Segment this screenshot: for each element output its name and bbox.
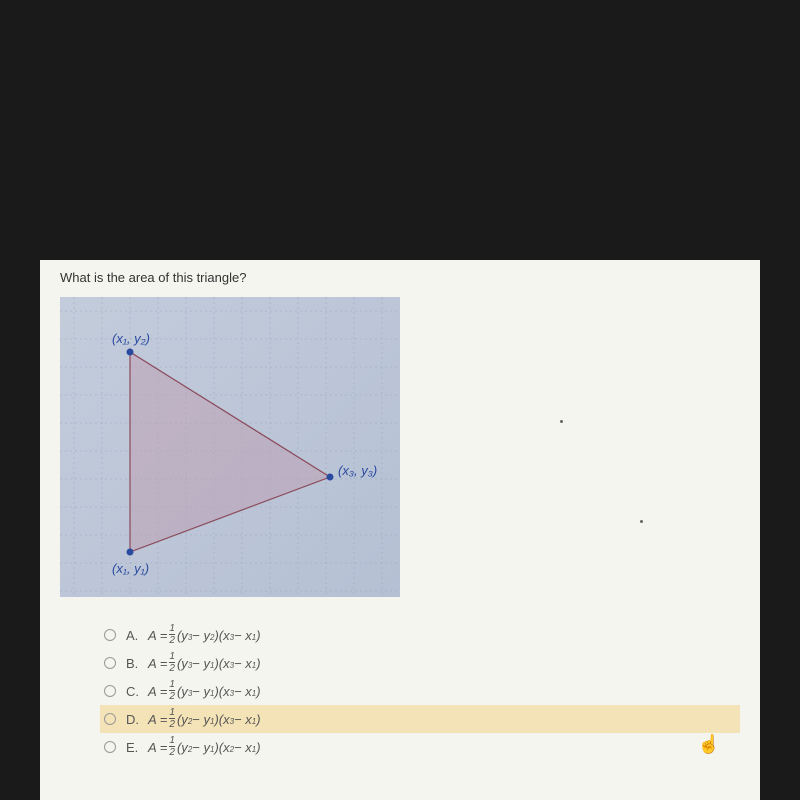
- option-letter: A.: [126, 628, 148, 643]
- radio-icon[interactable]: [104, 685, 116, 697]
- option-letter: D.: [126, 712, 148, 727]
- answer-option-D[interactable]: D. A = 12(y2 − y1)(x3 − x1): [100, 705, 740, 733]
- radio-icon[interactable]: [104, 741, 116, 753]
- option-formula: A = 12(y2 − y1)(x3 − x1): [148, 708, 261, 730]
- option-formula: A = 12(y3 − y1)(x3 − x1): [148, 680, 261, 702]
- svg-text:(x₁, y₁): (x₁, y₁): [112, 561, 149, 576]
- question-text: What is the area of this triangle?: [60, 270, 740, 285]
- hand-cursor-icon: ☝: [698, 734, 720, 755]
- content-panel: What is the area of this triangle? (x₁, …: [40, 260, 760, 800]
- svg-text:(x₃, y₃): (x₃, y₃): [338, 463, 377, 478]
- svg-text:(x₁, y₂): (x₁, y₂): [112, 331, 150, 346]
- answer-option-B[interactable]: B. A = 12(y3 − y1)(x3 − x1): [100, 649, 740, 677]
- answer-option-A[interactable]: A. A = 12(y3 − y2)(x3 − x1): [100, 621, 740, 649]
- option-letter: E.: [126, 740, 148, 755]
- radio-icon[interactable]: [104, 713, 116, 725]
- triangle-shape: [130, 352, 330, 552]
- grid-svg: (x₁, y₂) (x₁, y₁) (x₃, y₃): [60, 297, 400, 597]
- option-formula: A = 12(y3 − y1)(x3 − x1): [148, 652, 261, 674]
- answer-option-C[interactable]: C. A = 12(y3 − y1)(x3 − x1): [100, 677, 740, 705]
- answer-option-E[interactable]: E. A = 12(y2 − y1)(x2 − x1): [100, 733, 740, 761]
- radio-icon[interactable]: [104, 629, 116, 641]
- answer-list: A. A = 12(y3 − y2)(x3 − x1) B. A = 12(y3…: [60, 621, 740, 761]
- option-letter: B.: [126, 656, 148, 671]
- triangle-graph: (x₁, y₂) (x₁, y₁) (x₃, y₃): [60, 297, 400, 597]
- option-formula: A = 12(y2 − y1)(x2 − x1): [148, 736, 261, 758]
- option-formula: A = 12(y3 − y2)(x3 − x1): [148, 624, 261, 646]
- radio-icon[interactable]: [104, 657, 116, 669]
- option-letter: C.: [126, 684, 148, 699]
